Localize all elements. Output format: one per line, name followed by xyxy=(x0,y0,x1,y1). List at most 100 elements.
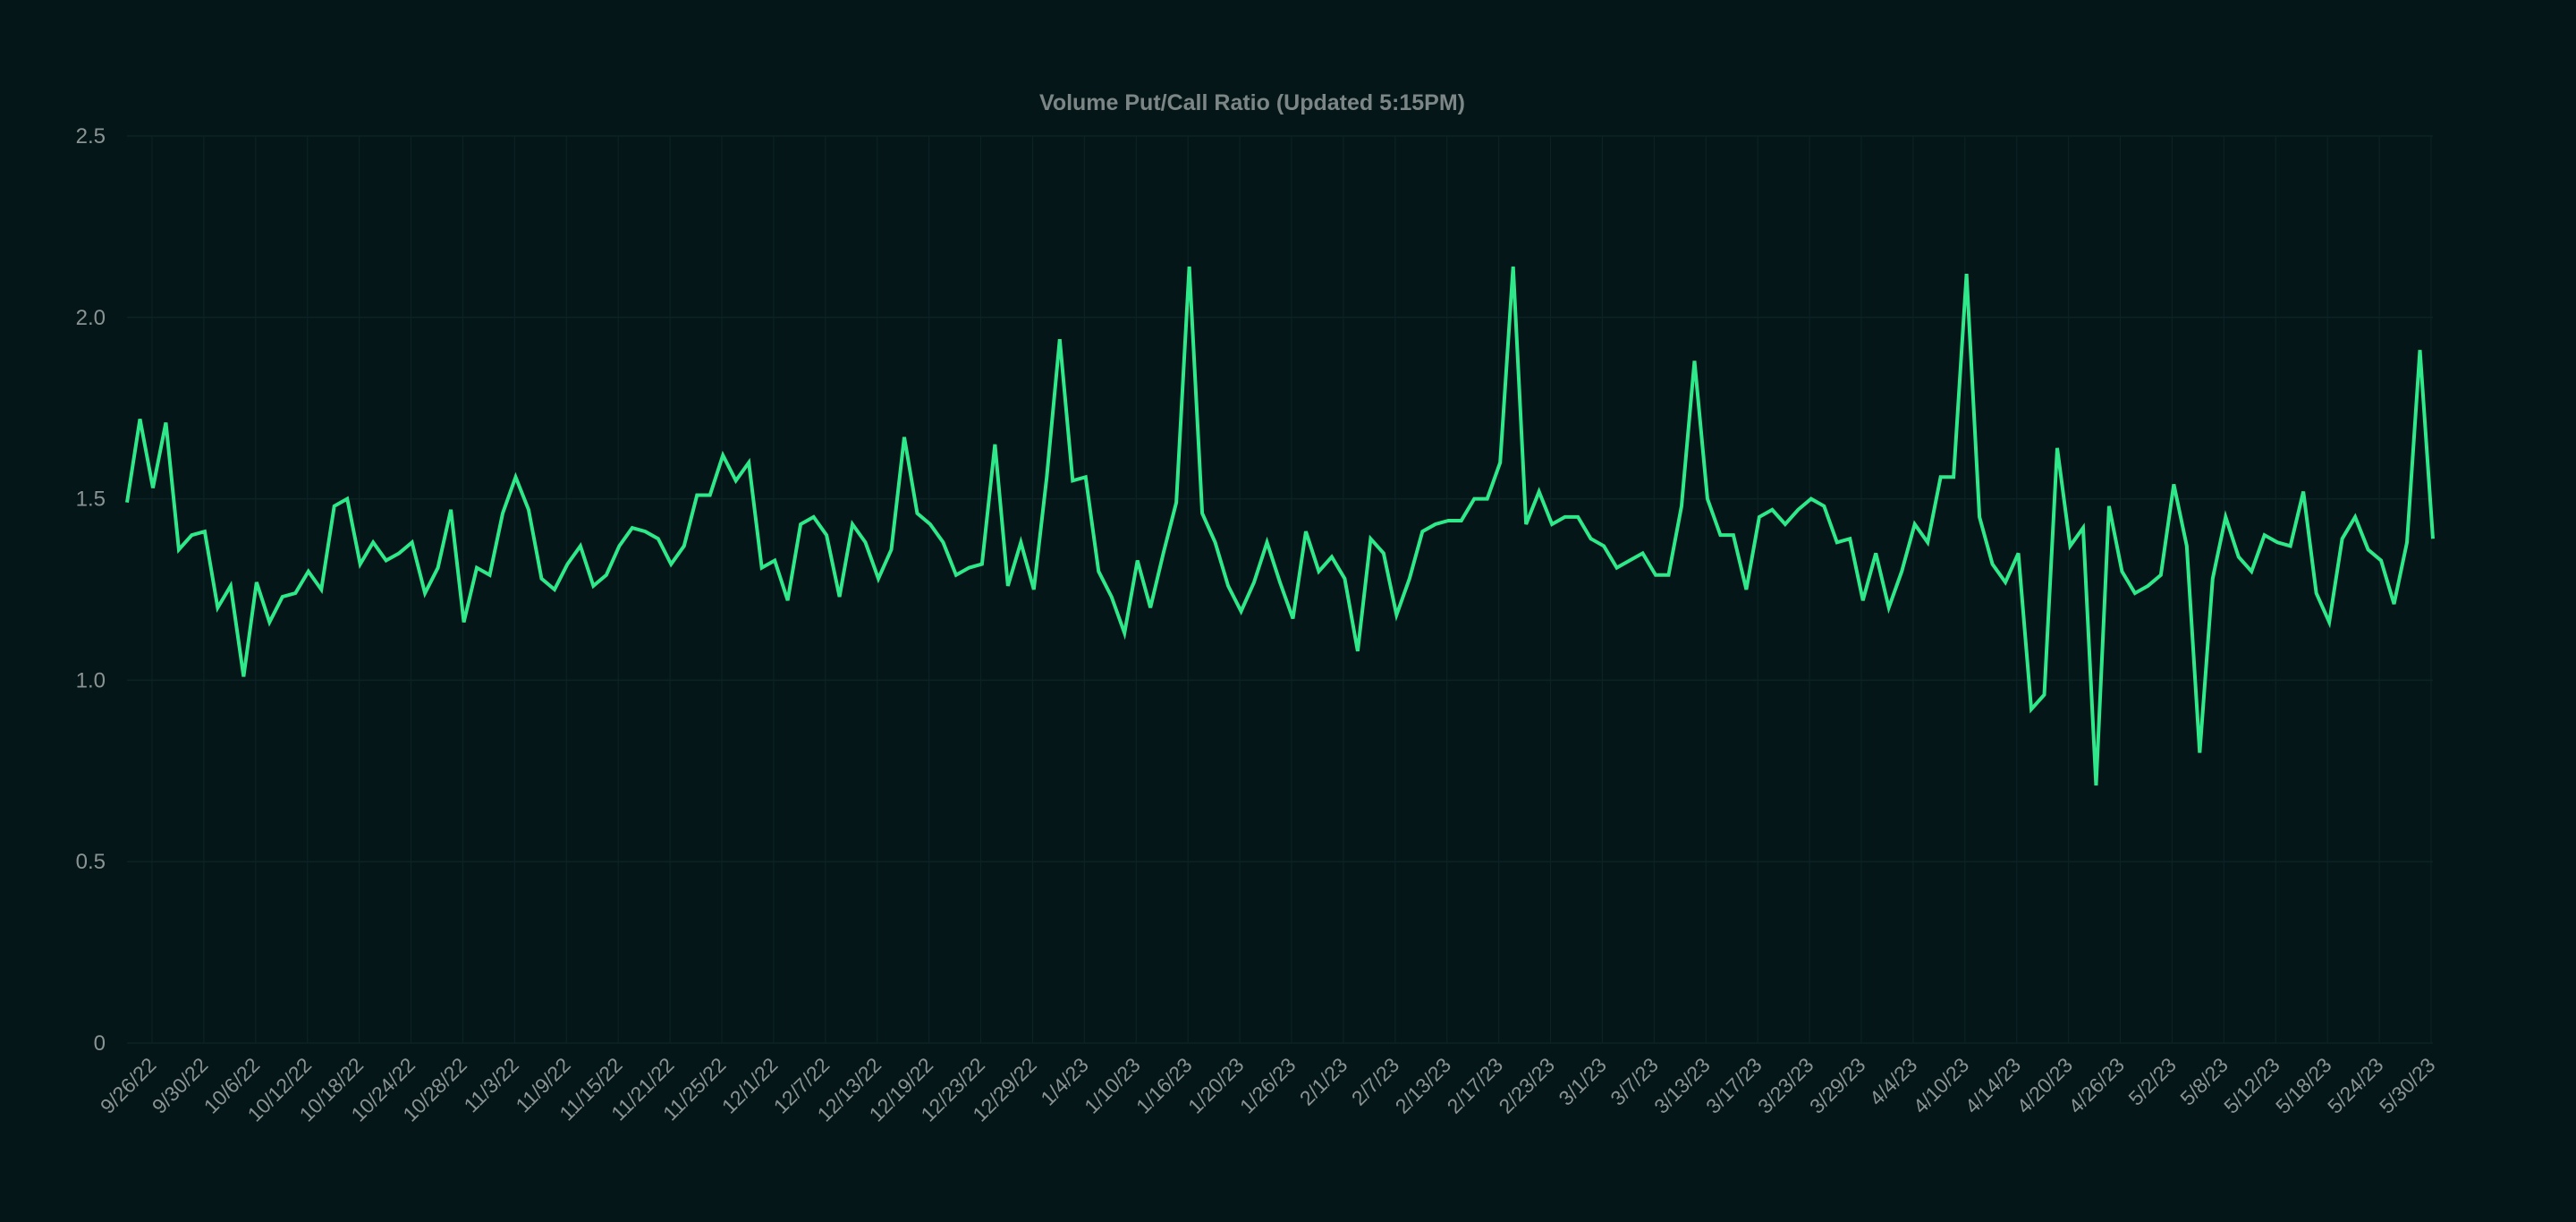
data-point[interactable] xyxy=(1365,533,1376,544)
data-point[interactable] xyxy=(860,537,871,547)
data-point[interactable] xyxy=(2402,537,2412,547)
data-point[interactable] xyxy=(134,413,145,424)
data-point[interactable] xyxy=(1326,552,1337,563)
data-point[interactable] xyxy=(1197,508,1208,519)
data-point[interactable] xyxy=(1818,501,1829,512)
data-point[interactable] xyxy=(2052,443,2063,454)
data-point[interactable] xyxy=(653,533,664,544)
data-point[interactable] xyxy=(459,617,470,628)
data-point[interactable] xyxy=(1767,505,1777,515)
data-point[interactable] xyxy=(2311,588,2322,598)
data-point[interactable] xyxy=(394,547,404,558)
data-point[interactable] xyxy=(951,570,962,581)
data-point[interactable] xyxy=(1832,537,1843,547)
data-point[interactable] xyxy=(316,584,326,595)
data-point[interactable] xyxy=(588,581,598,591)
data-point[interactable] xyxy=(1378,547,1389,558)
data-point[interactable] xyxy=(174,544,184,555)
data-point[interactable] xyxy=(1792,505,1803,515)
data-point[interactable] xyxy=(329,501,340,512)
data-point[interactable] xyxy=(2207,573,2218,584)
data-point[interactable] xyxy=(2376,556,2386,566)
data-point[interactable] xyxy=(1041,471,1052,482)
data-point[interactable] xyxy=(160,417,171,428)
data-point[interactable] xyxy=(1910,519,1920,530)
data-point[interactable] xyxy=(419,588,430,598)
data-point[interactable] xyxy=(1508,261,1519,272)
data-point[interactable] xyxy=(2389,598,2400,609)
data-point[interactable] xyxy=(1171,497,1182,508)
data-point[interactable] xyxy=(2039,690,2050,700)
data-point[interactable] xyxy=(2130,588,2140,598)
data-point[interactable] xyxy=(2026,704,2037,715)
data-point[interactable] xyxy=(1469,494,1479,505)
data-point[interactable] xyxy=(1663,570,1674,581)
data-point[interactable] xyxy=(925,519,936,530)
data-point[interactable] xyxy=(575,540,586,551)
data-point[interactable] xyxy=(963,563,974,573)
data-point[interactable] xyxy=(601,570,612,581)
data-point[interactable] xyxy=(769,556,780,566)
data-point[interactable] xyxy=(2156,570,2166,581)
data-point[interactable] xyxy=(2233,552,2244,563)
data-point[interactable] xyxy=(795,519,806,530)
data-point[interactable] xyxy=(2078,522,2089,533)
data-point[interactable] xyxy=(899,432,910,443)
data-point[interactable] xyxy=(212,602,223,613)
data-point[interactable] xyxy=(549,584,560,595)
data-point[interactable] xyxy=(640,526,650,537)
data-point[interactable] xyxy=(873,573,884,584)
data-point[interactable] xyxy=(989,439,1000,450)
data-point[interactable] xyxy=(847,519,858,530)
data-point[interactable] xyxy=(1728,530,1739,540)
data-point[interactable] xyxy=(1598,540,1609,551)
data-point[interactable] xyxy=(1287,613,1298,624)
data-point[interactable] xyxy=(1936,471,1946,482)
data-point[interactable] xyxy=(1586,533,1597,544)
data-point[interactable] xyxy=(1741,584,1751,595)
data-point[interactable] xyxy=(536,573,547,584)
data-point[interactable] xyxy=(1650,570,1661,581)
data-point[interactable] xyxy=(1055,334,1065,344)
data-point[interactable] xyxy=(2337,533,2348,544)
data-point[interactable] xyxy=(2272,537,2283,547)
data-point[interactable] xyxy=(368,537,378,547)
data-point[interactable] xyxy=(937,537,948,547)
data-point[interactable] xyxy=(1676,501,1687,512)
data-point[interactable] xyxy=(407,537,418,547)
data-point[interactable] xyxy=(303,566,314,577)
data-point[interactable] xyxy=(2415,344,2426,355)
data-point[interactable] xyxy=(1702,494,1713,505)
data-point[interactable] xyxy=(1922,537,1933,547)
data-point[interactable] xyxy=(1223,581,1233,591)
data-point[interactable] xyxy=(1870,547,1881,558)
data-point[interactable] xyxy=(497,508,508,519)
data-point[interactable] xyxy=(1896,566,1907,577)
data-point[interactable] xyxy=(2116,566,2127,577)
data-point[interactable] xyxy=(1210,537,1221,547)
data-point[interactable] xyxy=(1339,573,1350,584)
data-point[interactable] xyxy=(1093,566,1104,577)
data-point[interactable] xyxy=(1560,512,1571,522)
data-point[interactable] xyxy=(1572,512,1583,522)
data-point[interactable] xyxy=(1029,584,1039,595)
data-point[interactable] xyxy=(1313,566,1324,577)
data-point[interactable] xyxy=(1495,457,1505,468)
data-point[interactable] xyxy=(2350,512,2360,522)
data-point[interactable] xyxy=(238,671,249,682)
data-point[interactable] xyxy=(911,508,922,519)
data-point[interactable] xyxy=(251,577,262,588)
data-point[interactable] xyxy=(705,490,716,501)
data-point[interactable] xyxy=(1184,261,1195,272)
data-point[interactable] xyxy=(1262,537,1273,547)
data-point[interactable] xyxy=(1236,606,1247,616)
data-point[interactable] xyxy=(199,526,210,537)
data-point[interactable] xyxy=(433,563,444,573)
data-point[interactable] xyxy=(471,563,482,573)
data-point[interactable] xyxy=(1689,355,1699,366)
data-point[interactable] xyxy=(1962,268,1972,279)
data-point[interactable] xyxy=(562,559,572,570)
data-point[interactable] xyxy=(2324,617,2334,628)
data-point[interactable] xyxy=(290,588,301,598)
data-point[interactable] xyxy=(614,540,624,551)
